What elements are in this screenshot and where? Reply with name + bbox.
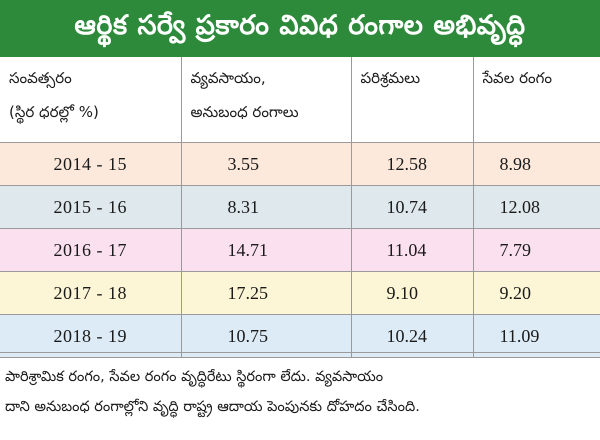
cell-industries: 10.24: [351, 314, 474, 358]
cell-agriculture: 17.25: [181, 271, 352, 315]
header-industries: పరిశ్రమలు: [351, 57, 474, 143]
title-banner: ఆర్థిక సర్వే ప్రకారం వివిధ రంగాల అభివృద్…: [0, 0, 600, 57]
cell-industries: 10.74: [351, 185, 474, 229]
cell-industries: 11.04: [351, 228, 474, 272]
cell-agriculture: 14.71: [181, 228, 352, 272]
cell-industries: 9.10: [351, 271, 474, 315]
growth-table: సంవత్సరం (స్థిర ధరల్లో %) వ్యవసాయం, అనుబ…: [0, 57, 600, 358]
table-row: 2016 - 17 14.71 11.04 7.79: [0, 228, 600, 272]
header-services: సేవల రంగం: [473, 57, 600, 143]
cell-agriculture: 3.55: [181, 142, 352, 186]
cell-year: 2018 - 19: [0, 314, 182, 358]
page-title: ఆర్థిక సర్వే ప్రకారం వివిధ రంగాల అభివృద్…: [74, 9, 526, 41]
header-year-line1: సంవత్సరం: [9, 69, 72, 87]
table-row: 2014 - 15 3.55 12.58 8.98: [0, 142, 600, 186]
cell-year: 2014 - 15: [0, 142, 182, 186]
cell-services: 9.20: [473, 271, 600, 315]
table-header-row: సంవత్సరం (స్థిర ధరల్లో %) వ్యవసాయం, అనుబ…: [0, 57, 600, 143]
footer-line-2: దాని అనుబంధ రంగాల్లోని వృద్ధి రాష్ట్ర ఆద…: [5, 399, 420, 415]
footer-note: పారిశ్రామిక రంగం, సేవల రంగం వృద్ధిరేటు స…: [5, 362, 597, 422]
cell-services: 11.09: [473, 314, 600, 358]
cell-services: 7.79: [473, 228, 600, 272]
cell-services: 8.98: [473, 142, 600, 186]
header-year: సంవత్సరం (స్థిర ధరల్లో %): [0, 57, 182, 143]
growth-table-container: సంవత్సరం (స్థిర ధరల్లో %) వ్యవసాయం, అనుబ…: [0, 57, 600, 358]
footer-line-1: పారిశ్రామిక రంగం, సేవల రంగం వృద్ధిరేటు స…: [5, 369, 384, 385]
header-services-label: సేవల రంగం: [482, 69, 552, 87]
header-year-line2: (స్థిర ధరల్లో %): [9, 103, 99, 121]
table-row: 2018 - 19 10.75 10.24 11.09: [0, 314, 600, 358]
cell-services: 12.08: [473, 185, 600, 229]
header-agriculture-line1: వ్యవసాయం,: [190, 69, 266, 87]
table-row: 2017 - 18 17.25 9.10 9.20: [0, 271, 600, 315]
header-industries-label: పరిశ్రమలు: [360, 69, 421, 87]
cell-agriculture: 8.31: [181, 185, 352, 229]
cell-year: 2015 - 16: [0, 185, 182, 229]
header-agriculture: వ్యవసాయం, అనుబంధ రంగాలు: [181, 57, 352, 143]
cell-industries: 12.58: [351, 142, 474, 186]
footer-divider: [0, 352, 600, 353]
header-agriculture-line2: అనుబంధ రంగాలు: [190, 103, 299, 121]
cell-year: 2016 - 17: [0, 228, 182, 272]
table-row: 2015 - 16 8.31 10.74 12.08: [0, 185, 600, 229]
cell-agriculture: 10.75: [181, 314, 352, 358]
cell-year: 2017 - 18: [0, 271, 182, 315]
